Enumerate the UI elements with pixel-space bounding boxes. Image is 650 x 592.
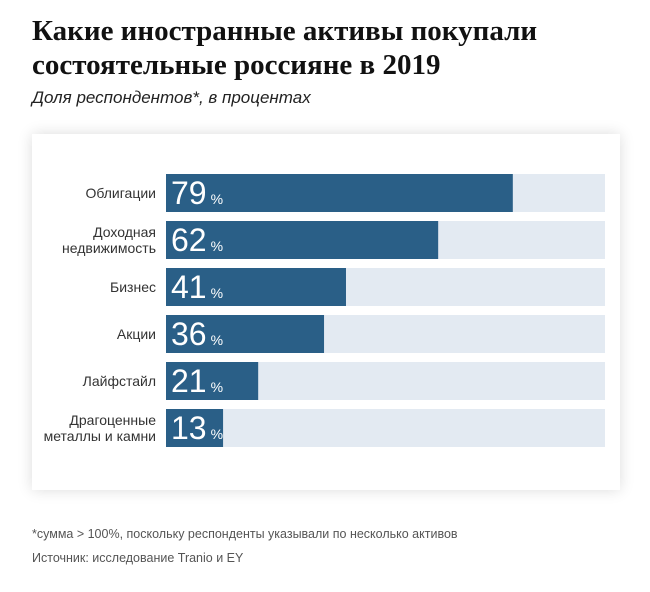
value-unit: %: [211, 332, 223, 348]
bar: [166, 174, 513, 212]
footnote: *сумма > 100%, поскольку респонденты ука…: [32, 527, 458, 541]
value-label: 41: [171, 269, 207, 305]
category-label: Лайфстайл: [83, 373, 156, 389]
value-label: 21: [171, 363, 207, 399]
bar-track: [166, 409, 605, 447]
category-label: Драгоценные: [69, 412, 156, 428]
value-unit: %: [211, 238, 223, 254]
chart-panel: Облигации 79% Доходная недвижимость 62% Бизне…: [32, 134, 620, 490]
bar: [166, 268, 346, 306]
source-note: Источник: исследование Tranio и EY: [32, 551, 244, 565]
bar: [166, 362, 259, 400]
category-label: недвижимость: [62, 240, 156, 256]
category-label: Акции: [117, 326, 156, 342]
value-unit: %: [211, 379, 223, 395]
value-unit: %: [211, 285, 223, 301]
category-label: металлы и камни: [44, 428, 156, 444]
value-label: 79: [171, 175, 207, 211]
chart-title: Какие иностранные активы покупали состоя…: [32, 15, 538, 81]
value-unit: %: [211, 426, 223, 442]
category-label: Облигации: [85, 185, 156, 201]
value-label: 13: [171, 410, 207, 446]
value-label: 62: [171, 222, 207, 258]
bar: [166, 315, 325, 353]
bar: [166, 221, 439, 259]
chart-subtitle: Доля респондентов*, в процентах: [32, 88, 311, 107]
value-label: 36: [171, 316, 207, 352]
category-label: Доходная: [93, 224, 156, 240]
bar: [166, 409, 224, 447]
value-unit: %: [211, 191, 223, 207]
category-label: Бизнес: [110, 279, 156, 295]
